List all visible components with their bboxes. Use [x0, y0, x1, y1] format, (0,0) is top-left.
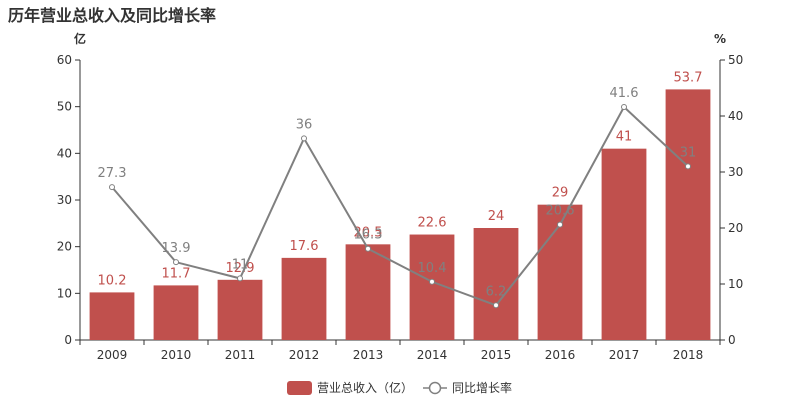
x-tick-label: 2015	[481, 348, 512, 362]
revenue-bar-label: 10.2	[98, 273, 127, 288]
growth-rate-point	[109, 184, 115, 191]
x-tick-label: 2013	[353, 348, 384, 362]
growth-rate-label: 20.6	[546, 204, 575, 219]
x-tick-label: 2014	[417, 348, 448, 362]
left-tick-label: 10	[57, 286, 72, 300]
growth-rate-line	[111, 105, 689, 307]
growth-rate-point	[237, 275, 243, 282]
x-tick-label: 2011	[225, 348, 256, 362]
revenue-bar	[665, 89, 711, 341]
growth-rate-point	[301, 135, 307, 142]
revenue-bar-label: 11.7	[162, 266, 191, 281]
growth-rate-label: 6.2	[486, 284, 507, 299]
growth-rate-label: 16.3	[354, 228, 383, 243]
x-tick-label: 2009	[97, 348, 128, 362]
left-tick-label: 60	[57, 53, 72, 67]
right-tick-label: 50	[728, 53, 743, 67]
x-tick-label: 2010	[161, 348, 192, 362]
revenue-bar	[281, 257, 327, 340]
growth-rate-point	[685, 163, 691, 170]
left-tick-label: 30	[57, 193, 72, 207]
growth-rate-label: 27.3	[98, 166, 127, 181]
legend-growth-label: 同比增长率	[452, 380, 512, 395]
x-tick-label: 2012	[289, 348, 320, 362]
legend-revenue-swatch	[287, 381, 312, 395]
revenue-bar-label: 17.6	[290, 239, 319, 254]
growth-rate-point	[621, 104, 627, 111]
revenue-bar-label: 53.7	[674, 70, 703, 85]
growth-rate-label: 31	[680, 145, 697, 160]
chart-title: 历年营业总收入及同比增长率	[8, 6, 217, 25]
growth-rate-point	[493, 302, 499, 309]
left-tick-label: 0	[64, 333, 72, 347]
x-tick-label: 2016	[545, 348, 576, 362]
growth-rate-point	[173, 259, 179, 266]
revenue-bar-label: 24	[488, 209, 505, 224]
legend-growth-marker	[428, 381, 442, 395]
left-tick-label: 40	[57, 146, 72, 160]
revenue-bar	[473, 228, 519, 340]
growth-rate-label: 41.6	[610, 86, 639, 101]
right-tick-label: 0	[728, 333, 736, 347]
growth-rate-point	[365, 245, 371, 252]
growth-rate-label: 13.9	[162, 241, 191, 256]
revenue-bar-label: 29	[552, 186, 569, 201]
revenue-bar-label: 22.6	[418, 216, 447, 231]
revenue-bar	[601, 148, 647, 340]
growth-rate-point	[429, 278, 435, 285]
left-axis-unit: 亿	[74, 31, 86, 46]
revenue-bar	[89, 292, 135, 340]
growth-rate-point	[557, 221, 563, 228]
right-tick-label: 30	[728, 165, 743, 179]
right-tick-label: 10	[728, 277, 743, 291]
left-tick-label: 20	[57, 240, 72, 254]
x-tick-label: 2018	[673, 348, 704, 362]
revenue-bar	[345, 244, 391, 340]
left-tick-label: 50	[57, 100, 72, 114]
right-tick-label: 40	[728, 109, 743, 123]
right-axis-unit: %	[714, 32, 726, 46]
growth-rate-label: 36	[296, 117, 313, 132]
revenue-bar-label: 41	[616, 130, 633, 145]
x-tick-label: 2017	[609, 348, 640, 362]
revenue-bar	[153, 285, 199, 340]
right-tick-label: 20	[728, 221, 743, 235]
revenue-bar	[217, 279, 263, 340]
legend-revenue-label: 营业总收入（亿）	[317, 380, 413, 395]
growth-rate-label: 10.4	[418, 261, 447, 276]
growth-rate-label: 11	[232, 257, 249, 272]
